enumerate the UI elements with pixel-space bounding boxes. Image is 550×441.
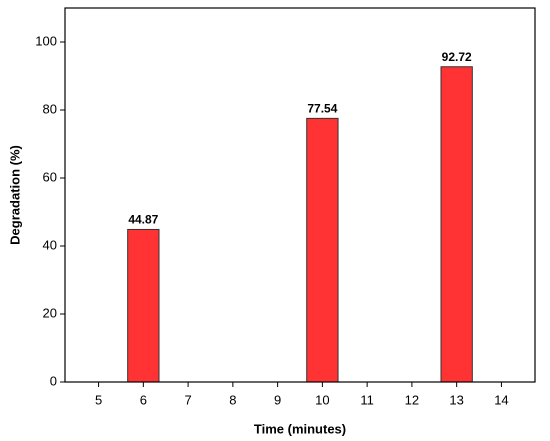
data-label: 92.72 [442, 50, 472, 64]
x-tick-label: 7 [184, 392, 191, 407]
y-axis-label: Degradation (%) [7, 145, 22, 245]
bar [127, 228, 160, 383]
y-tick-label: 40 [43, 237, 57, 252]
bar [306, 117, 339, 383]
x-tick-label: 6 [140, 392, 147, 407]
x-tick-label: 14 [494, 392, 508, 407]
x-tick-label: 8 [229, 392, 236, 407]
data-label: 77.54 [307, 102, 337, 116]
bar [440, 66, 473, 383]
y-tick-label: 0 [50, 373, 57, 388]
y-tick-label: 20 [43, 305, 57, 320]
x-tick-label: 10 [315, 392, 329, 407]
y-tick-label: 100 [35, 33, 57, 48]
y-tick-label: 60 [43, 169, 57, 184]
x-tick-label: 13 [449, 392, 463, 407]
y-tick-label: 80 [43, 101, 57, 116]
x-tick-label: 9 [274, 392, 281, 407]
x-axis-label: Time (minutes) [254, 421, 346, 436]
x-tick-label: 5 [95, 392, 102, 407]
x-tick-label: 11 [360, 392, 374, 407]
plot-frame [64, 7, 536, 383]
data-label: 44.87 [128, 213, 158, 227]
x-tick-label: 12 [405, 392, 419, 407]
